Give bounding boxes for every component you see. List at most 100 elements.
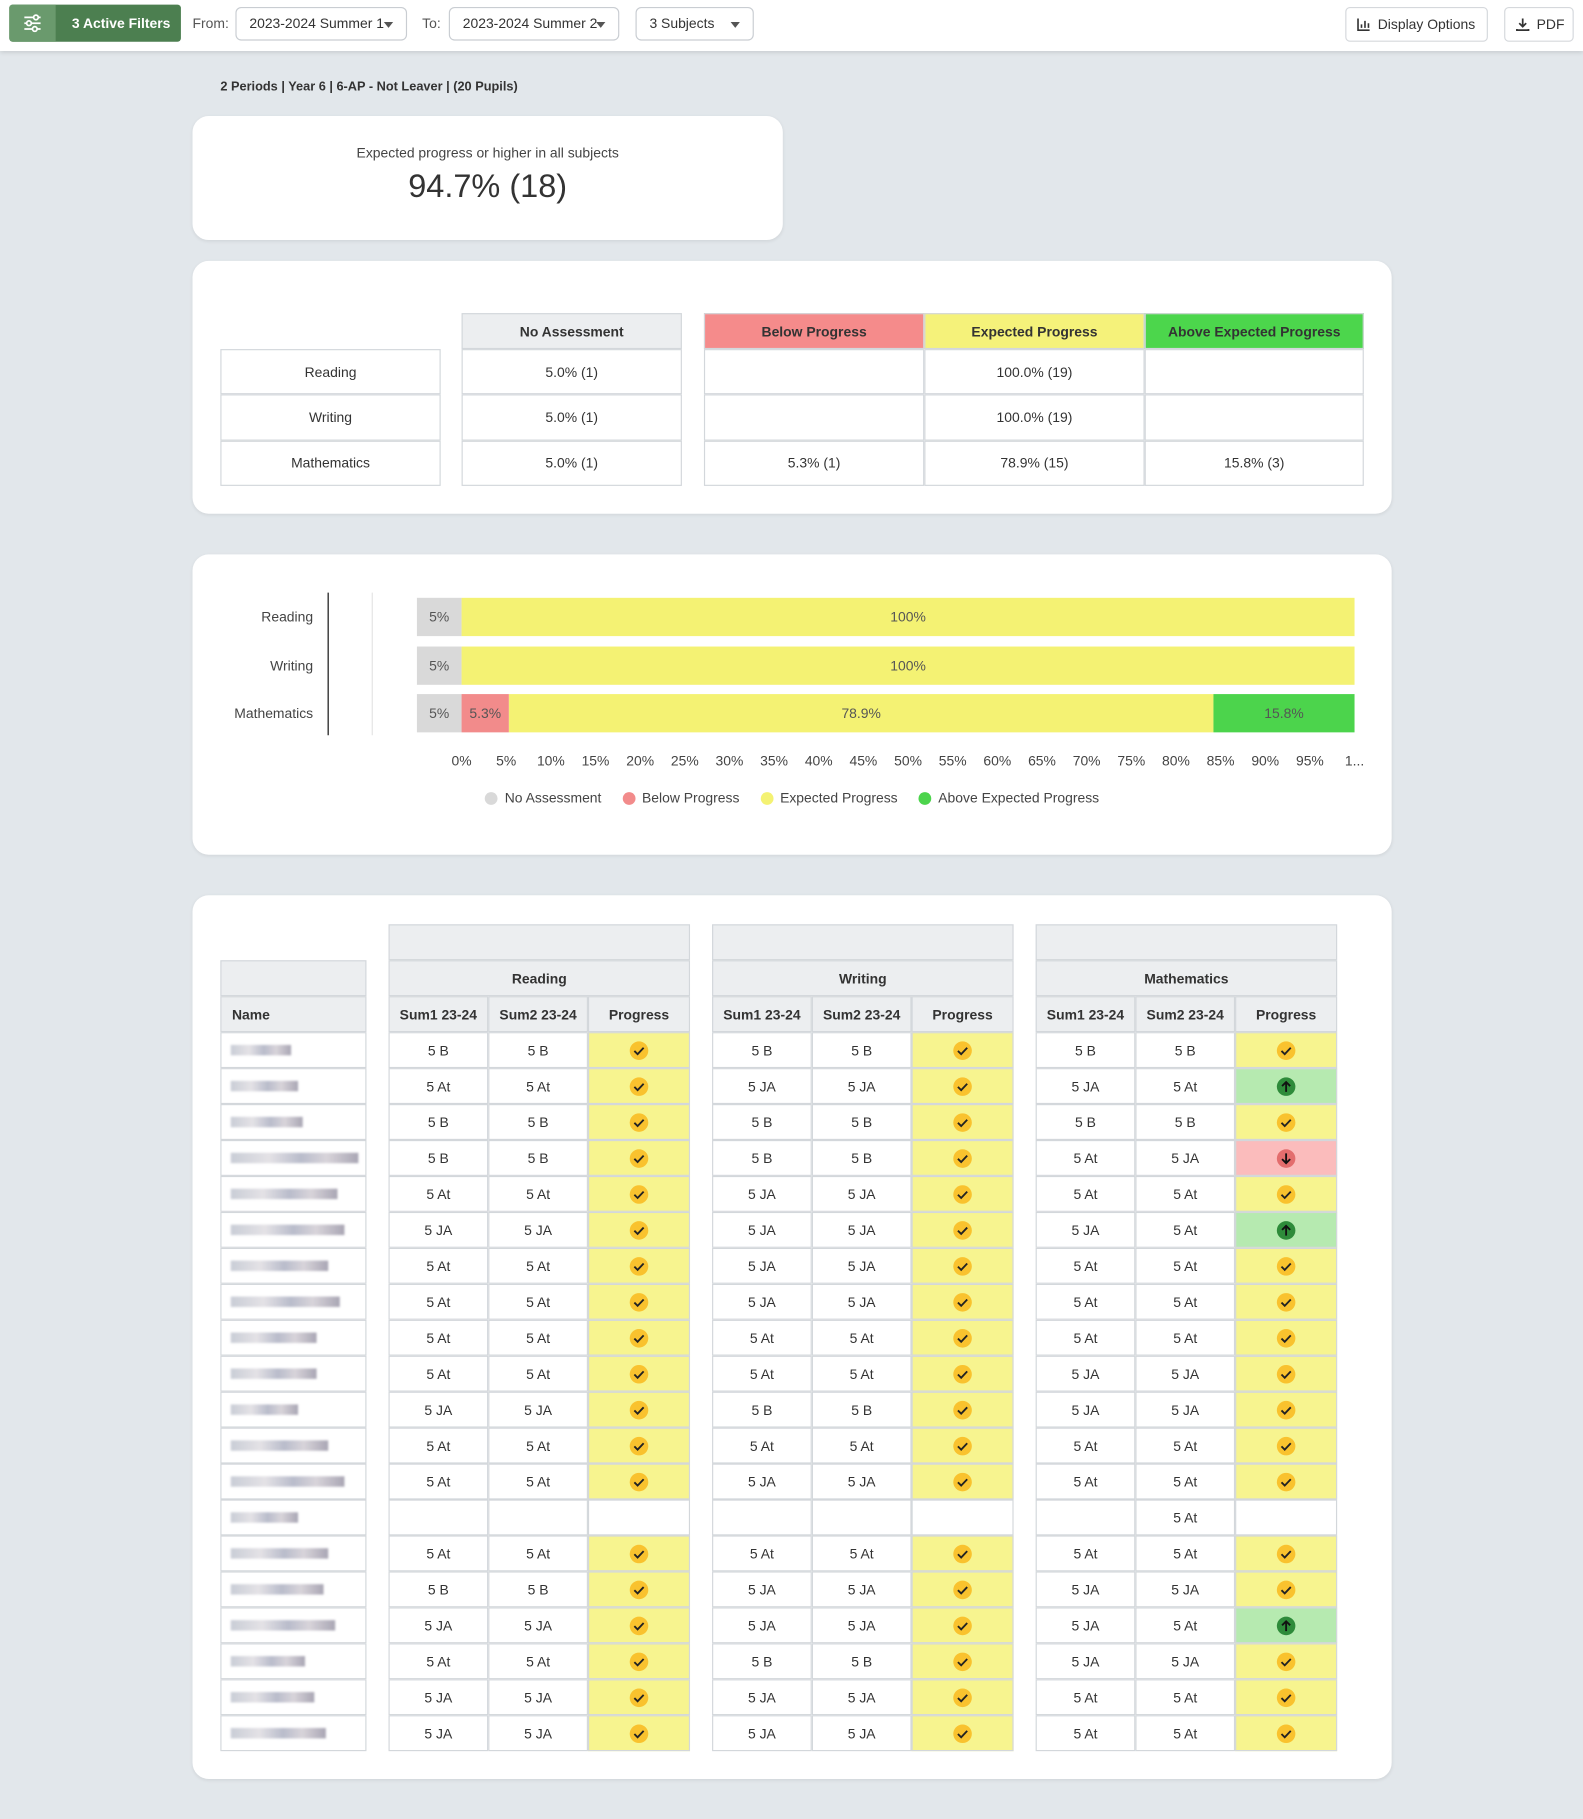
grade-cell: 5 At	[488, 1643, 588, 1680]
grade-cell: 5 At	[1035, 1679, 1136, 1716]
grade-cell: 5 At	[488, 1247, 588, 1284]
x-tick-label: 65%	[1028, 752, 1056, 768]
redacted-name	[230, 1296, 340, 1307]
grade-cell: 5 At	[388, 1463, 489, 1500]
grade-cell: 5 JA	[1135, 1355, 1236, 1392]
check-icon	[1276, 1652, 1296, 1671]
grade-cell: 5 At	[1135, 1535, 1236, 1572]
grade-cell: 5 B	[712, 1643, 812, 1680]
summary-header: Below Progress	[703, 313, 925, 350]
progress-cell	[587, 1643, 691, 1680]
progress-cell	[587, 1391, 691, 1428]
redacted-name	[230, 1080, 299, 1092]
progress-cell	[1235, 1571, 1338, 1608]
filters-button[interactable]: 3 Active Filters	[9, 4, 181, 42]
progress-cell	[1235, 1535, 1338, 1572]
name-cell	[220, 1427, 367, 1464]
progress-cell	[911, 1607, 1014, 1644]
grade-cell: 5 JA	[811, 1247, 912, 1284]
redacted-name	[230, 1548, 329, 1559]
x-tick-label: 85%	[1207, 752, 1235, 768]
x-tick-label: 35%	[760, 752, 788, 768]
progress-cell	[1235, 1175, 1338, 1212]
progress-cell	[1235, 1715, 1338, 1752]
check-icon	[1276, 1723, 1296, 1743]
to-dropdown[interactable]: 2023-2024 Summer 2	[448, 6, 620, 41]
grade-cell: 5 At	[1135, 1499, 1236, 1536]
redacted-name	[230, 1692, 315, 1703]
legend-swatch	[918, 791, 932, 805]
grade-cell: 5 At	[1035, 1175, 1136, 1212]
check-icon	[1276, 1436, 1296, 1455]
legend-label: Above Expected Progress	[938, 789, 1100, 806]
grade-cell: 5 At	[488, 1068, 588, 1105]
grade-cell: 5 At	[1035, 1283, 1136, 1320]
bar-segment	[461, 646, 1355, 685]
pdf-button[interactable]: PDF	[1504, 6, 1574, 42]
legend-swatch	[760, 791, 774, 805]
check-icon	[629, 1687, 649, 1707]
check-icon	[629, 1616, 649, 1635]
grade-cell: 5 JA	[712, 1571, 812, 1608]
grade-cell: 5 At	[388, 1283, 489, 1320]
check-icon	[629, 1148, 649, 1168]
name-cell	[220, 1139, 367, 1176]
grade-cell: 5 JA	[388, 1679, 489, 1716]
grade-cell: 5 At	[1135, 1175, 1236, 1212]
grade-cell: 5 At	[388, 1175, 489, 1212]
x-tick-label: 20%	[626, 752, 654, 768]
check-icon	[953, 1076, 972, 1096]
grade-cell: 5 At	[811, 1355, 912, 1392]
redacted-name	[230, 1727, 326, 1739]
check-icon	[1276, 1400, 1296, 1419]
display-options-button[interactable]: Display Options	[1345, 6, 1488, 42]
grade-cell: 5 JA	[1035, 1391, 1136, 1428]
subjects-dropdown[interactable]: 3 Subjects	[635, 6, 754, 41]
legend-item[interactable]: Above Expected Progress	[918, 787, 1100, 808]
grade-cell: 5 JA	[1135, 1643, 1236, 1680]
grade-cell: 5 At	[1035, 1319, 1136, 1356]
from-dropdown[interactable]: 2023-2024 Summer 1	[235, 6, 408, 41]
check-icon	[1276, 1040, 1296, 1060]
grade-cell: 5 At	[488, 1283, 588, 1320]
progress-cell	[911, 1391, 1014, 1428]
check-icon	[953, 1723, 972, 1743]
grade-cell: 5 B	[712, 1032, 812, 1069]
progress-cell	[1235, 1355, 1338, 1392]
redacted-name	[230, 1440, 329, 1451]
name-cell	[220, 1535, 367, 1572]
name-cell	[220, 1715, 367, 1752]
summary-cell: 100.0% (19)	[924, 394, 1145, 441]
grade-cell: 5 B	[811, 1032, 912, 1069]
progress-cell	[1235, 1032, 1338, 1069]
grade-cell: 5 At	[388, 1535, 489, 1572]
legend-item[interactable]: Below Progress	[622, 787, 739, 808]
x-tick-label: 95%	[1296, 752, 1324, 768]
grade-cell: 5 At	[388, 1247, 489, 1284]
check-icon	[629, 1184, 649, 1204]
grade-cell: 5 B	[712, 1391, 812, 1428]
legend-item[interactable]: No Assessment	[485, 787, 601, 808]
summary-cell: 5.0% (1)	[461, 440, 682, 486]
grade-cell: 5 B	[1035, 1104, 1136, 1140]
summary-row-label: Writing	[220, 394, 441, 441]
progress-cell	[911, 1535, 1014, 1572]
legend-item[interactable]: Expected Progress	[760, 787, 898, 808]
grade-cell: 5 At	[488, 1427, 588, 1464]
grade-cell: 5 At	[712, 1427, 812, 1464]
check-icon	[1276, 1328, 1296, 1348]
progress-cell	[587, 1427, 691, 1464]
check-icon	[629, 1400, 649, 1419]
legend-swatch	[622, 791, 636, 805]
check-icon	[629, 1580, 649, 1599]
kpi-value: 94.7% (18)	[408, 168, 568, 205]
redacted-name	[230, 1620, 336, 1631]
progress-cell	[1235, 1679, 1338, 1716]
group-header-blank	[712, 924, 1014, 961]
check-icon	[629, 1364, 649, 1383]
grade-cell: 5 B	[712, 1104, 812, 1140]
check-icon	[1276, 1292, 1296, 1312]
check-icon	[629, 1040, 649, 1060]
redacted-name	[230, 1152, 359, 1164]
grade-cell: 5 At	[1035, 1715, 1136, 1752]
